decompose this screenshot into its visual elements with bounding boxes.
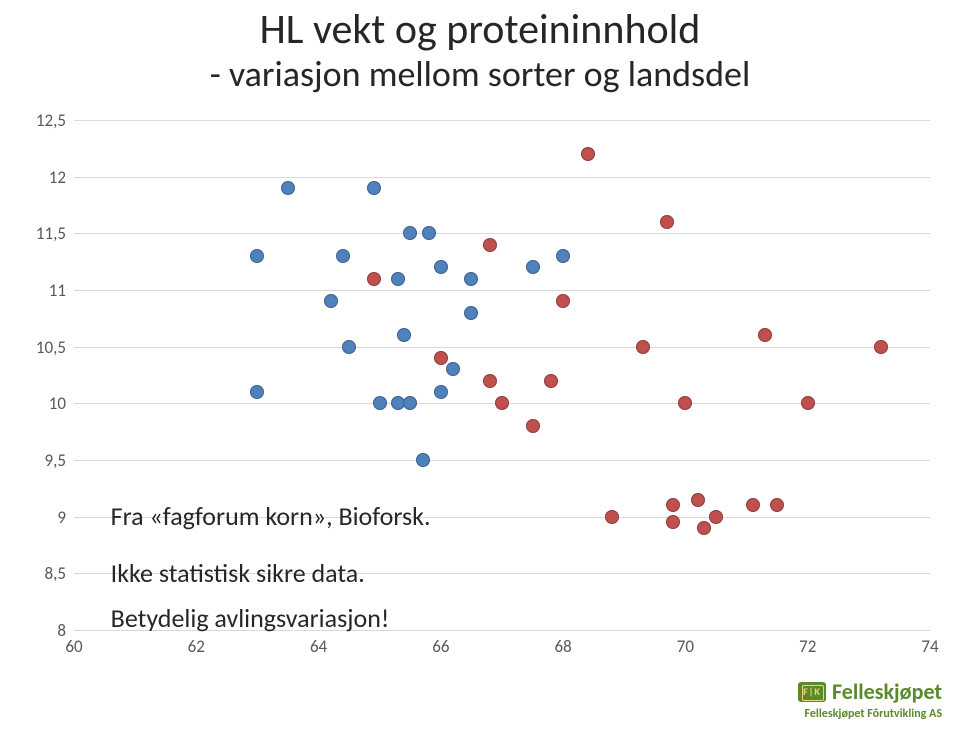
data-point-red xyxy=(770,498,784,512)
data-point-blue xyxy=(373,396,387,410)
gridline xyxy=(74,290,930,291)
gridline xyxy=(74,347,930,348)
plot-area: 88,599,51010,51111,51212,560626466687072… xyxy=(74,120,930,630)
gridline xyxy=(74,233,930,234)
data-point-blue xyxy=(281,181,295,195)
x-tick-label: 64 xyxy=(299,636,339,657)
data-point-blue xyxy=(367,181,381,195)
title-block: HL vekt og proteininnhold - variasjon me… xyxy=(0,6,960,96)
logo-badge-text: F|K xyxy=(798,682,826,702)
data-point-red xyxy=(746,498,760,512)
logo-name: Felleskjøpet xyxy=(832,678,942,705)
data-point-blue xyxy=(403,396,417,410)
x-tick-label: 72 xyxy=(788,636,828,657)
data-point-blue xyxy=(464,306,478,320)
y-tick-label: 10,5 xyxy=(26,337,66,358)
data-point-blue xyxy=(250,385,264,399)
x-tick-label: 62 xyxy=(176,636,216,657)
x-tick-label: 66 xyxy=(421,636,461,657)
data-point-blue xyxy=(422,226,436,240)
company-logo: F|K Felleskjøpet Felleskjøpet Fôrutvikli… xyxy=(798,678,942,721)
annotation-line: Fra «fagforum korn», Bioforsk. xyxy=(111,501,431,532)
data-point-blue xyxy=(556,249,570,263)
data-point-red xyxy=(434,351,448,365)
gridline xyxy=(74,460,930,461)
data-point-blue xyxy=(416,453,430,467)
logo-badge: F|K xyxy=(798,682,826,702)
data-point-red xyxy=(483,374,497,388)
data-point-blue xyxy=(434,260,448,274)
data-point-red xyxy=(581,147,595,161)
data-point-red xyxy=(556,294,570,308)
x-tick-label: 60 xyxy=(54,636,94,657)
data-point-blue xyxy=(391,272,405,286)
x-tick-label: 68 xyxy=(543,636,583,657)
x-tick-label: 70 xyxy=(665,636,705,657)
y-tick-label: 12 xyxy=(26,167,66,188)
slide: HL vekt og proteininnhold - variasjon me… xyxy=(0,0,960,731)
logo-subtitle: Felleskjøpet Fôrutvikling AS xyxy=(798,707,942,721)
data-point-red xyxy=(636,340,650,354)
data-point-red xyxy=(660,215,674,229)
logo-top-row: F|K Felleskjøpet xyxy=(798,678,942,705)
data-point-red xyxy=(605,510,619,524)
scatter-chart: 88,599,51010,51111,51212,560626466687072… xyxy=(30,120,930,665)
data-point-blue xyxy=(342,340,356,354)
data-point-blue xyxy=(434,385,448,399)
data-point-red xyxy=(691,493,705,507)
data-point-red xyxy=(367,272,381,286)
data-point-blue xyxy=(526,260,540,274)
y-tick-label: 9,5 xyxy=(26,450,66,471)
data-point-red xyxy=(874,340,888,354)
data-point-blue xyxy=(250,249,264,263)
data-point-red xyxy=(483,238,497,252)
data-point-red xyxy=(697,521,711,535)
data-point-red xyxy=(801,396,815,410)
data-point-blue xyxy=(397,328,411,342)
title-line-1: HL vekt og proteininnhold xyxy=(0,6,960,54)
y-tick-label: 11 xyxy=(26,280,66,301)
data-point-blue xyxy=(336,249,350,263)
annotation-line: Ikke statistisk sikre data. xyxy=(111,558,365,589)
data-point-blue xyxy=(403,226,417,240)
y-tick-label: 12,5 xyxy=(26,110,66,131)
gridline xyxy=(74,120,930,121)
data-point-red xyxy=(666,498,680,512)
data-point-red xyxy=(666,515,680,529)
gridline xyxy=(74,177,930,178)
data-point-red xyxy=(678,396,692,410)
data-point-blue xyxy=(464,272,478,286)
data-point-red xyxy=(495,396,509,410)
annotation-line: Betydelig avlingsvariasjon! xyxy=(111,603,390,634)
y-tick-label: 9 xyxy=(26,507,66,528)
data-point-red xyxy=(526,419,540,433)
data-point-blue xyxy=(446,362,460,376)
data-point-red xyxy=(544,374,558,388)
title-line-2: - variasjon mellom sorter og landsdel xyxy=(0,54,960,95)
x-tick-label: 74 xyxy=(910,636,950,657)
data-point-red xyxy=(758,328,772,342)
data-point-red xyxy=(709,510,723,524)
y-tick-label: 8,5 xyxy=(26,563,66,584)
y-tick-label: 11,5 xyxy=(26,223,66,244)
y-tick-label: 10 xyxy=(26,393,66,414)
data-point-blue xyxy=(324,294,338,308)
